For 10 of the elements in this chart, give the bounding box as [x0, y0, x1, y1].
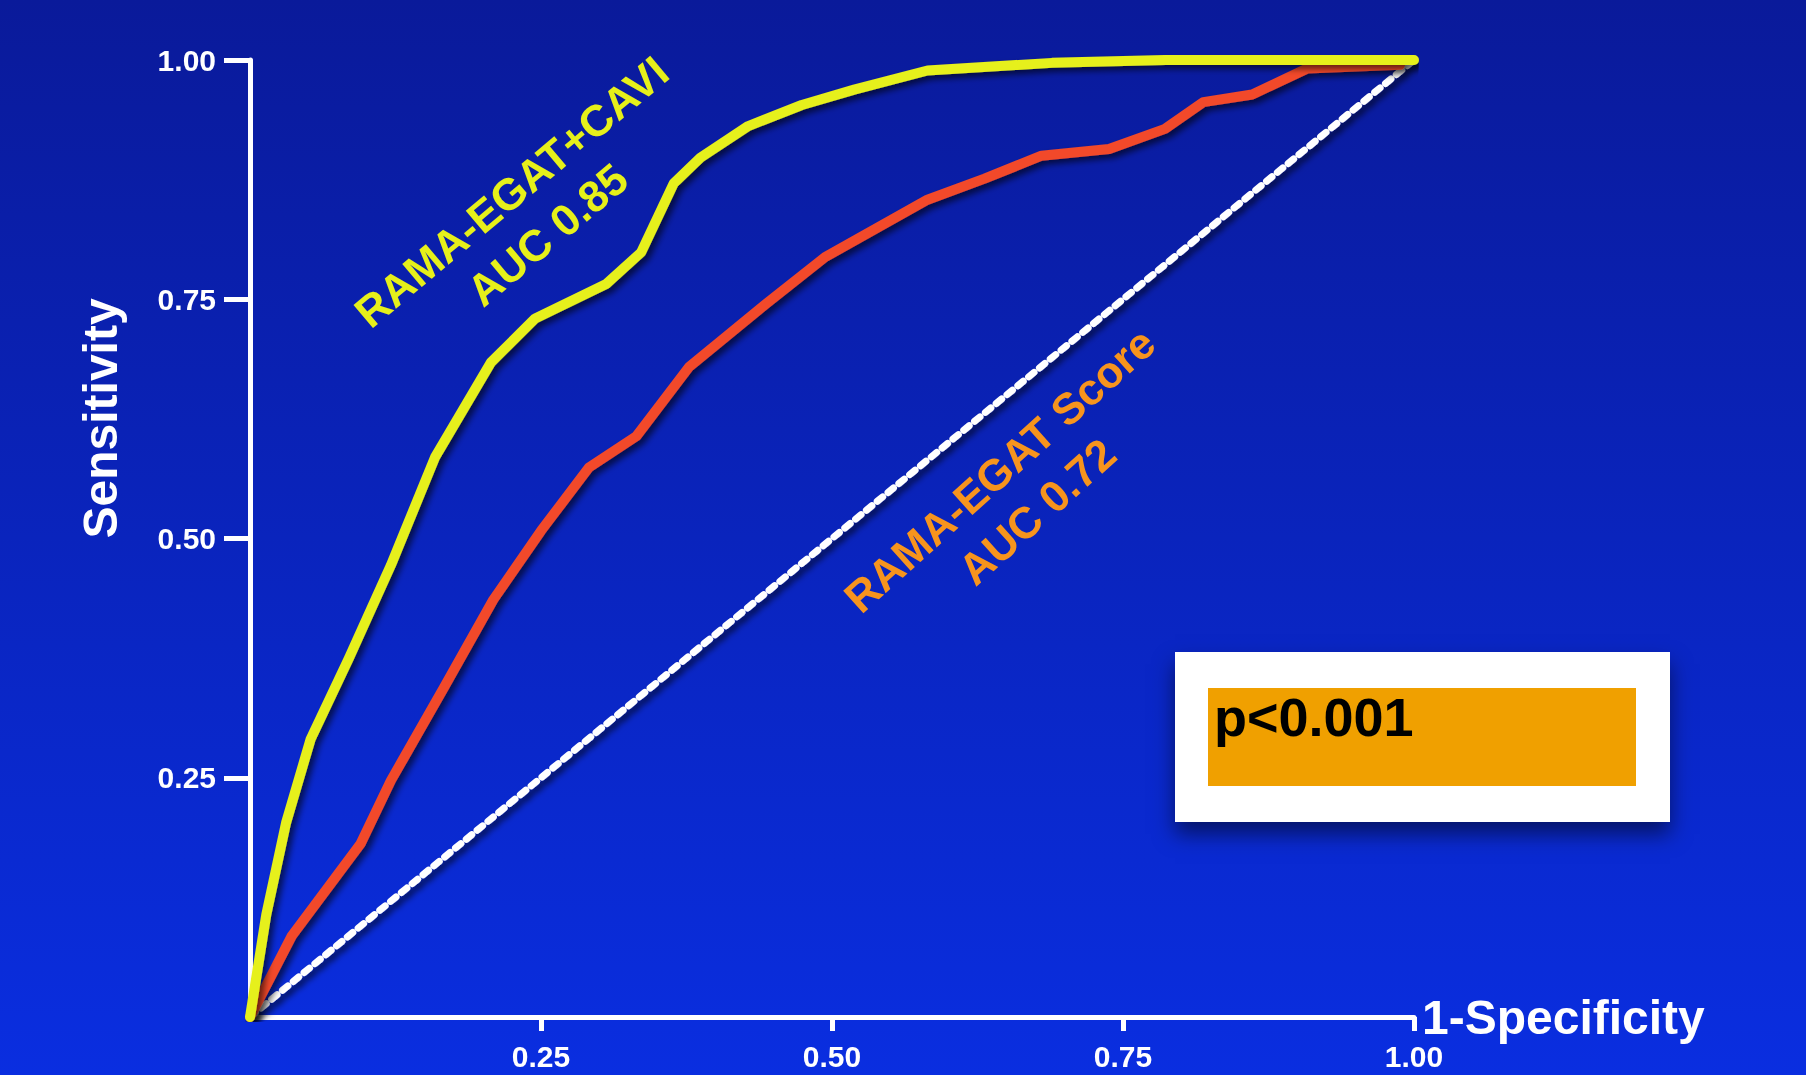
y-tick-label: 0.75 — [157, 282, 216, 316]
note-box: p<0.001 — [1175, 652, 1670, 822]
y-tick-label: 0.50 — [157, 522, 216, 555]
y-tick-label: 0.25 — [157, 761, 216, 795]
x-tick-label: 0.25 — [511, 1039, 571, 1073]
y-tick-label: 1.00 — [157, 43, 216, 77]
annotation: p<0.001 — [1208, 687, 1636, 786]
y-axis-title: Sensitivity — [73, 298, 127, 539]
x-tick-label: 0.75 — [1093, 1039, 1153, 1073]
x-tick-label: 0.50 — [802, 1039, 862, 1073]
